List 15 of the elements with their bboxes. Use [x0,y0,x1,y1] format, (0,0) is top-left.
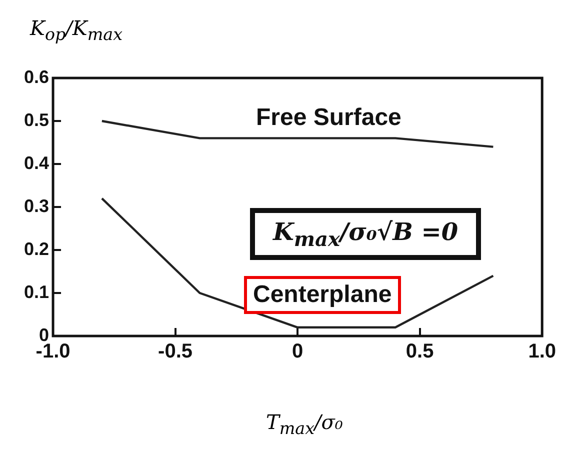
series-label: Centerplane [244,276,401,314]
x-tick-label: 0 [292,340,304,363]
series-label: Free Surface [256,104,402,132]
y-tick-label: 0.5 [24,110,50,130]
x-tick-label: -0.5 [158,340,193,363]
annotation: K$_{max}$/σ₀√B =0 [250,208,482,260]
y-tick-label: 0.1 [24,282,50,302]
x-axis-title: T$_{max}$/σ₀ [266,410,343,438]
y-tick-label: 0.3 [24,196,50,216]
y-tick-label: 0.6 [24,66,50,87]
y-axis-title: K$_{op}$/K$_{max}$ [30,16,122,44]
x-tick-label: 1.0 [528,340,556,363]
y-tick-label: 0.4 [24,152,50,173]
y-tick-label: 0.2 [24,238,50,259]
x-tick-label: 0.5 [406,340,434,363]
